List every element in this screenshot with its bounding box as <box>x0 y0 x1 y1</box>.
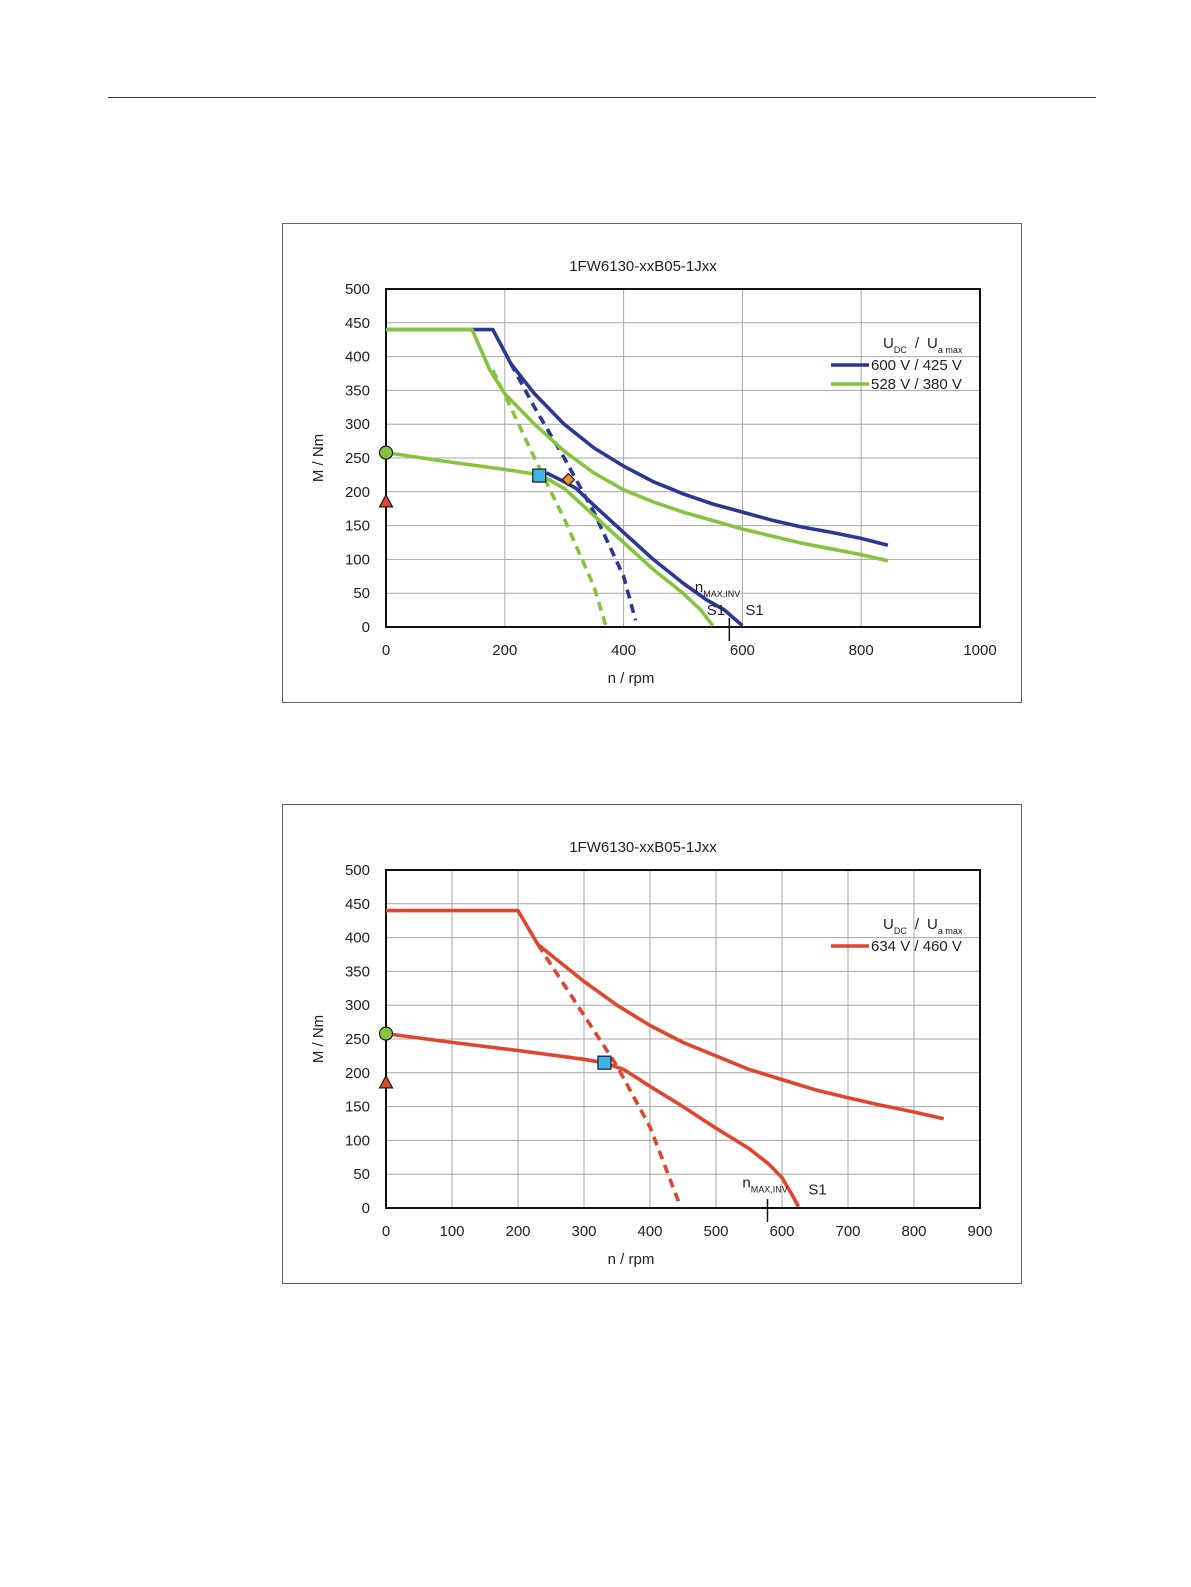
s1-red-label: S1 <box>808 1181 826 1198</box>
s1-green-label: S1 <box>707 602 725 619</box>
cyan-square-marker <box>597 1055 612 1070</box>
y-tick-label: 300 <box>345 997 370 1014</box>
y-tick-label: 100 <box>345 1132 370 1149</box>
y-tick-label: 200 <box>345 484 370 501</box>
series-0 <box>386 327 889 627</box>
legend-label-0: 634 V / 460 V <box>871 938 962 955</box>
chart-top-svg: 1FW6130-xxB05-1Jxx 0 200 400 600 800 1000 0 50 10… <box>310 258 997 687</box>
s1-blue-label: S1 <box>745 602 763 619</box>
series-1 <box>385 327 889 627</box>
nmax-inv-label-sub: MAX,INV <box>703 589 740 599</box>
legend-label-0: 600 V / 425 V <box>871 357 962 374</box>
nmax-inv-label: nMAX,INV <box>695 579 740 599</box>
y-tick-label: 150 <box>345 518 370 535</box>
y-tick-label: 200 <box>345 1065 370 1082</box>
y-tick-label: 450 <box>345 315 370 332</box>
y-tick-label: 500 <box>345 862 370 879</box>
series-0 <box>385 908 945 1208</box>
nmax-inv-label-main: n <box>742 1175 750 1192</box>
legend-header-u-sub: DC <box>894 926 907 936</box>
series-0-curve-2 <box>545 471 744 627</box>
red-triangle-marker <box>378 1074 394 1089</box>
chart-title: 1FW6130-xxB05-1Jxx <box>569 258 717 275</box>
x-tick-label: 800 <box>849 642 874 659</box>
legend-label-1: 528 V / 380 V <box>871 376 962 393</box>
y-tick-label: 350 <box>345 963 370 980</box>
s1-green-label-main: S1 <box>707 602 725 619</box>
y-tick-label: 0 <box>362 1200 370 1217</box>
nmax-inv-label-main: n <box>695 579 703 596</box>
series-0-curve-0 <box>386 327 889 547</box>
x-tick-label: 100 <box>439 1223 464 1240</box>
s1-red-label-main: S1 <box>808 1181 826 1198</box>
x-tick-label: 1000 <box>963 642 996 659</box>
nmax-inv-label-sub: MAX,INV <box>751 1185 788 1195</box>
y-tick-label: 500 <box>345 281 370 298</box>
x-tick-label: 800 <box>901 1223 926 1240</box>
orange-diamond-marker <box>561 472 576 487</box>
y-tick-label: 50 <box>353 585 370 602</box>
legend-header-ua: U <box>927 335 938 352</box>
y-tick-label: 300 <box>345 416 370 433</box>
y-tick-label: 400 <box>345 930 370 947</box>
series-1-curve-2 <box>385 450 715 627</box>
x-tick-label: 300 <box>571 1223 596 1240</box>
y-tick-label: 400 <box>345 349 370 366</box>
legend-header: UDC / Ua max <box>883 335 963 355</box>
x-tick-label: 600 <box>769 1223 794 1240</box>
legend-header-ua-sub: a max <box>938 345 963 355</box>
chart-panel-bottom: 1FW6130-xxB05-1Jxx 0 100 200 300 400 500 600 700… <box>282 804 1022 1284</box>
x-tick-label: 0 <box>382 642 390 659</box>
y-tick-label: 150 <box>345 1099 370 1116</box>
legend-header-sep: / <box>915 916 920 933</box>
legend-header-u: U <box>883 916 894 933</box>
x-tick-label: 600 <box>730 642 755 659</box>
x-tick-label: 900 <box>967 1223 992 1240</box>
y-tick-label: 450 <box>345 896 370 913</box>
chart-panel-top: 1FW6130-xxB05-1Jxx 0 200 400 600 800 1000 0 50 10… <box>282 223 1022 703</box>
y-tick-label: 0 <box>362 619 370 636</box>
series-1-curve-1-dashed <box>491 369 608 627</box>
x-tick-label: 400 <box>611 642 636 659</box>
x-axis-label: n / rpm <box>608 670 655 687</box>
y-tick-label: 100 <box>345 551 370 568</box>
series-0-curve-2 <box>385 1031 801 1208</box>
x-tick-label: 200 <box>505 1223 530 1240</box>
header-rule <box>108 97 1096 98</box>
y-axis-label: M / Nm <box>310 1015 327 1063</box>
green-circle-marker <box>378 445 394 460</box>
x-axis-label: n / rpm <box>608 1251 655 1268</box>
x-tick-label: 700 <box>835 1223 860 1240</box>
legend-header-u: U <box>883 335 894 352</box>
y-tick-label: 350 <box>345 382 370 399</box>
green-circle-marker <box>378 1026 394 1041</box>
series-0-curve-1-dashed <box>509 362 638 621</box>
nmax-inv-label: nMAX,INV <box>742 1175 787 1195</box>
s1-blue-label-main: S1 <box>745 602 763 619</box>
x-tick-label: 400 <box>637 1223 662 1240</box>
x-tick-label: 200 <box>492 642 517 659</box>
red-triangle-marker <box>378 493 394 508</box>
series-1-curve-0 <box>386 327 889 563</box>
legend-header-ua-sub: a max <box>938 926 963 936</box>
legend-header-sep: / <box>915 335 920 352</box>
legend-header-u-sub: DC <box>894 345 907 355</box>
cyan-square-marker <box>532 468 547 483</box>
chart-title: 1FW6130-xxB05-1Jxx <box>569 839 717 856</box>
series-0-curve-0 <box>386 908 945 1121</box>
legend-header-ua: U <box>927 916 938 933</box>
series-0-curve-1-dashed <box>536 943 682 1206</box>
x-tick-label: 0 <box>382 1223 390 1240</box>
y-tick-label: 50 <box>353 1166 370 1183</box>
x-tick-label: 500 <box>703 1223 728 1240</box>
y-axis-label: M / Nm <box>310 434 327 482</box>
y-tick-label: 250 <box>345 450 370 467</box>
legend-header: UDC / Ua max <box>883 916 963 936</box>
y-tick-label: 250 <box>345 1031 370 1048</box>
